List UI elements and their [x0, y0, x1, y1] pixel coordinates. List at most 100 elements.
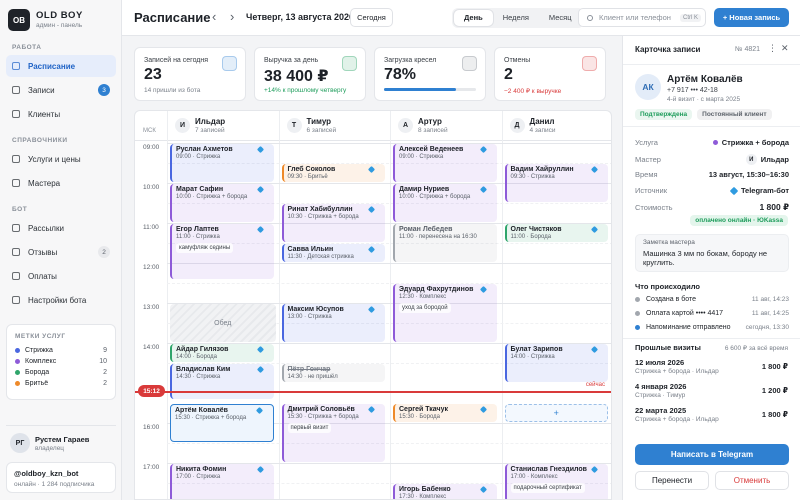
appointment[interactable]: Дамир Нуриев 10:00 · Стрижка + борода — [393, 184, 497, 222]
free-slot[interactable]: + — [504, 404, 608, 422]
nav-item[interactable]: Настройки бота — [6, 289, 116, 311]
search[interactable]: Клиент или телефон Ctrl K — [578, 8, 706, 27]
hour-line — [167, 183, 611, 184]
appointment[interactable]: Никита Фомин 17:00 · Стрижка — [170, 464, 274, 499]
appointment[interactable]: Станислав Гнездилов 17:00 · Комплекс подар… — [504, 464, 608, 499]
master-avatar: И — [745, 154, 757, 165]
detail-row: Источник Telegram-бот — [635, 186, 789, 195]
appointment[interactable]: Максим Юсупов 13:00 · Стрижка — [281, 304, 385, 342]
appointment[interactable]: Пётр Гончар 14:30 · не пришёл — [281, 364, 385, 382]
nav-item[interactable]: Рассылки — [6, 217, 116, 239]
cancel-button[interactable]: Отменить — [715, 471, 789, 490]
nav-item[interactable]: Отзывы 2 — [6, 241, 116, 263]
appointment[interactable]: Руслан Ахметов 09:00 · Стрижка — [170, 144, 274, 182]
view-tab[interactable]: Месяц — [548, 13, 572, 22]
appointment-time: 11:00 · Борода — [510, 234, 552, 240]
appointment[interactable]: Марат Сафин 10:00 · Стрижка + борода — [170, 184, 274, 222]
appointment[interactable]: Егор Лаптев 11:00 · Стрижка камуфляж седин… — [170, 224, 274, 279]
detail-value: Стрижка + борода — [712, 138, 789, 147]
nav-icon — [12, 86, 20, 94]
view-tab[interactable]: День — [454, 10, 493, 26]
appointment[interactable]: Айдар Гилязов 14:00 · Борода — [170, 344, 274, 362]
detail-row: Услуга Стрижка + борода — [635, 138, 789, 147]
hour-line — [167, 343, 611, 344]
nav-icon — [12, 296, 20, 304]
view-tab[interactable]: Неделя — [502, 13, 529, 22]
card-title: Карточка записи — [635, 45, 701, 54]
tag-label: Комплекс — [25, 358, 57, 365]
nav-item[interactable]: Услуги и цены — [6, 148, 116, 170]
stat-label: Загрузка кресел — [384, 57, 437, 64]
new-button[interactable]: + Новая запись — [714, 8, 789, 27]
header-row — [135, 111, 611, 141]
close-button[interactable]: ✕ — [781, 43, 789, 53]
appointment[interactable]: Дмитрий Соловьёв 15:30 · Стрижка + борода… — [281, 404, 385, 462]
appointment[interactable]: Ринат Хабибуллин 10:30 · Стрижка + борода — [281, 204, 385, 242]
appointment[interactable]: Сергей Ткачук 15:30 · Борода — [393, 404, 497, 422]
appointment-time: 14:00 · Борода — [176, 354, 218, 360]
tag-label: Стрижка — [25, 347, 53, 354]
client-name: Алексей Веденеев — [399, 146, 464, 153]
prev-button[interactable]: ‹ — [212, 9, 217, 24]
appointment[interactable]: Булат Зарипов 14:00 · Стрижка — [504, 344, 608, 382]
stat-card: Загрузка кресел 78% — [374, 47, 486, 101]
history-dot — [635, 325, 640, 330]
paid-pill: оплачено онлайн · ЮKassa — [690, 215, 788, 226]
nav-item[interactable]: Оплаты — [6, 265, 116, 287]
nav-icon — [12, 272, 20, 280]
timezone: МСК — [143, 128, 156, 134]
appointment-time: 09:00 · Стрижка — [399, 154, 444, 160]
stat-card: Выручка за день 38 400 ₽ +14% к прошлому ч… — [254, 47, 366, 101]
appointment[interactable]: Алексей Веденеев 09:00 · Стрижка — [393, 144, 497, 182]
appointment-time: 10:00 · Стрижка + борода — [176, 194, 248, 200]
note-title: Заметка мастера — [643, 239, 695, 246]
appointment[interactable]: Олег Чистяков 11:00 · Борода — [504, 224, 608, 242]
telegram-button[interactable]: Написать в Telegram — [635, 444, 789, 465]
detail-text: 13 август, 15:30–16:30 — [708, 170, 789, 179]
detail-label: Услуга — [635, 138, 658, 147]
hour-line — [167, 263, 611, 264]
client-name: Сергей Ткачук — [399, 406, 448, 413]
nav-item[interactable]: Расписание — [6, 55, 116, 77]
nav-item[interactable]: Записи 3 — [6, 79, 116, 101]
nav-label: Отзывы — [28, 247, 58, 257]
nav-item[interactable]: Мастера — [6, 172, 116, 194]
hour-line — [167, 223, 611, 224]
client-name: Игорь Бабенко — [399, 486, 451, 493]
stat-icon — [342, 56, 357, 71]
client-name: Ринат Хабибуллин — [287, 206, 353, 213]
bot-box[interactable]: @oldboy_kzn_bot онлайн · 1 284 подписчик… — [6, 462, 116, 493]
client-name: Савва Ильин — [287, 246, 334, 253]
history-time: 11 авг, 14:23 — [751, 296, 789, 303]
nav: РАБОТА Расписание Записи 3 Клиенты СПРАВОЧНИК… — [0, 32, 122, 313]
appointment[interactable]: Эдуард Фахрутдинов 12:30 · Комплекс уход з… — [393, 284, 497, 342]
appointment-time: 13:00 · Стрижка — [287, 314, 332, 320]
tag-row: Бритьё 2 — [15, 378, 107, 389]
divider — [623, 338, 800, 339]
appointment[interactable]: Савва Ильин 11:30 · Детская стрижка — [281, 244, 385, 262]
next-button[interactable]: › — [230, 9, 235, 24]
appointment[interactable]: Глеб Соколов 09:30 · Бритьё — [281, 164, 385, 182]
tags-title: МЕТКИ УСЛУГ — [15, 333, 66, 340]
hour-line — [167, 143, 611, 144]
tag-dot — [15, 381, 20, 386]
today-button[interactable]: Сегодня — [350, 8, 393, 27]
move-button[interactable]: Перенести — [635, 471, 709, 490]
nav-item[interactable]: Клиенты — [6, 103, 116, 125]
column-line — [390, 111, 391, 499]
more-button[interactable]: ⋮ — [768, 43, 777, 53]
visit-service: Стрижка + борода · Ильдар — [635, 416, 719, 423]
history-row: Напоминание отправлено сегодня, 13:30 — [635, 324, 789, 331]
appointment-note: камуфляж седины — [176, 243, 234, 253]
schedule: МСК И Ильдар 7 записей Т Тимур 6 записей А Артур… — [134, 110, 612, 500]
detail-text: Ильдар — [760, 155, 789, 164]
appointment[interactable]: Игорь Бабенко 17:30 · Комплекс — [393, 484, 497, 499]
appointment[interactable]: Артём Ковалёв 15:30 · Стрижка + борода — [170, 404, 274, 442]
appointment[interactable]: Владислав Ким 14:30 · Стрижка — [170, 364, 274, 399]
appointment[interactable]: Вадим Хайруллин 09:30 · Стрижка — [504, 164, 608, 202]
master-count: 8 записей — [418, 127, 448, 134]
appointment[interactable]: Роман Лебедев 11:00 · перенесена на 16:30 — [393, 224, 497, 262]
visit-date: 22 марта 2025 — [635, 406, 687, 415]
half-hour-line — [167, 243, 611, 244]
tag-row: Комплекс 10 — [15, 356, 107, 367]
